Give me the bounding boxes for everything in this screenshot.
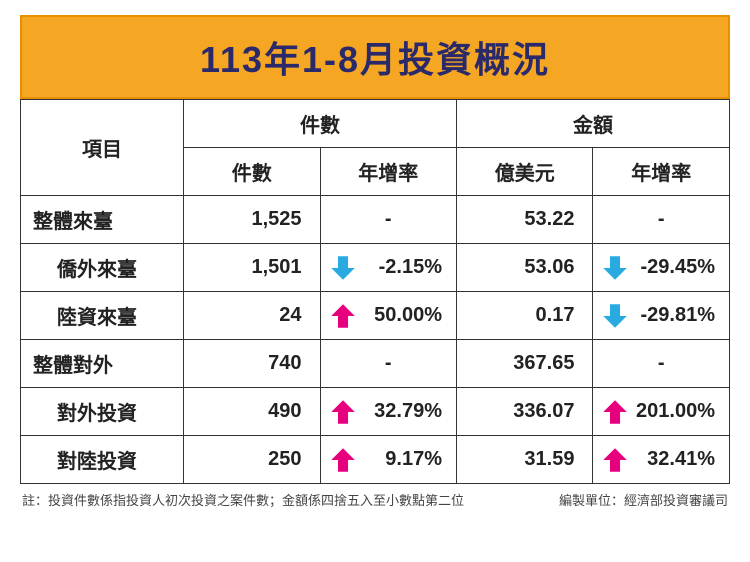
cell-growth: -	[593, 196, 730, 244]
cell-count: 1,501	[184, 244, 320, 292]
growth-value: 32.79%	[374, 400, 442, 423]
cell-growth: -29.81%	[593, 292, 730, 340]
cell-count: 24	[184, 292, 320, 340]
cell-amount: 53.06	[457, 244, 593, 292]
growth-value: -29.45%	[641, 256, 716, 279]
cell-amount: 336.07	[457, 388, 593, 436]
page-title: 113年1-8月投資概況	[22, 31, 728, 83]
arrow-down-icon	[601, 301, 629, 331]
cell-growth: -2.15%	[320, 244, 456, 292]
cell-growth: 32.41%	[593, 436, 730, 484]
th-count: 件數	[184, 148, 320, 196]
growth-value: -2.15%	[379, 256, 442, 279]
table-row: 對外投資490 32.79% 336.07 201.00%	[21, 388, 730, 436]
arrow-up-icon	[601, 445, 629, 475]
cell-growth: 32.79%	[320, 388, 456, 436]
growth-value: 9.17%	[385, 448, 442, 471]
row-label: 整體對外	[21, 340, 184, 388]
title-banner: 113年1-8月投資概況	[20, 15, 730, 99]
cell-growth: -29.45%	[593, 244, 730, 292]
th-count-group: 件數	[184, 100, 457, 148]
cell-count: 1,525	[184, 196, 320, 244]
footer: 註：投資件數係指投資人初次投資之案件數；金額係四捨五入至小數點第二位 編製單位：…	[20, 484, 730, 509]
row-label: 僑外來臺	[21, 244, 184, 292]
arrow-up-icon	[329, 445, 357, 475]
cell-growth: -	[320, 340, 456, 388]
th-count-growth: 年增率	[320, 148, 456, 196]
cell-growth: 50.00%	[320, 292, 456, 340]
table-row: 整體來臺1,525-53.22-	[21, 196, 730, 244]
arrow-down-icon	[329, 253, 357, 283]
table-row: 整體對外740-367.65-	[21, 340, 730, 388]
cell-growth: 9.17%	[320, 436, 456, 484]
cell-amount: 367.65	[457, 340, 593, 388]
cell-growth: -	[320, 196, 456, 244]
investment-table: 項目 件數 金額 件數 年增率 億美元 年增率 整體來臺1,525-53.22-…	[20, 99, 730, 484]
th-item: 項目	[21, 100, 184, 196]
cell-growth: -	[593, 340, 730, 388]
growth-value: -29.81%	[641, 304, 716, 327]
cell-growth: 201.00%	[593, 388, 730, 436]
arrow-up-icon	[329, 301, 357, 331]
table-row: 僑外來臺1,501 -2.15% 53.06 -29.45%	[21, 244, 730, 292]
table-row: 對陸投資250 9.17% 31.59 32.41%	[21, 436, 730, 484]
cell-count: 490	[184, 388, 320, 436]
arrow-down-icon	[601, 253, 629, 283]
arrow-up-icon	[329, 397, 357, 427]
growth-value: 50.00%	[374, 304, 442, 327]
row-label: 整體來臺	[21, 196, 184, 244]
cell-amount: 31.59	[457, 436, 593, 484]
cell-amount: 53.22	[457, 196, 593, 244]
th-amount-group: 金額	[457, 100, 730, 148]
cell-count: 740	[184, 340, 320, 388]
row-label: 對外投資	[21, 388, 184, 436]
growth-value: 32.41%	[647, 448, 715, 471]
row-label: 陸資來臺	[21, 292, 184, 340]
th-amount-growth: 年增率	[593, 148, 730, 196]
th-amount: 億美元	[457, 148, 593, 196]
cell-count: 250	[184, 436, 320, 484]
arrow-up-icon	[601, 397, 629, 427]
row-label: 對陸投資	[21, 436, 184, 484]
footer-note: 註：投資件數係指投資人初次投資之案件數；金額係四捨五入至小數點第二位	[22, 490, 464, 509]
table-row: 陸資來臺24 50.00% 0.17 -29.81%	[21, 292, 730, 340]
growth-value: 201.00%	[636, 400, 715, 423]
footer-source: 編製單位：經濟部投資審議司	[559, 490, 728, 509]
cell-amount: 0.17	[457, 292, 593, 340]
